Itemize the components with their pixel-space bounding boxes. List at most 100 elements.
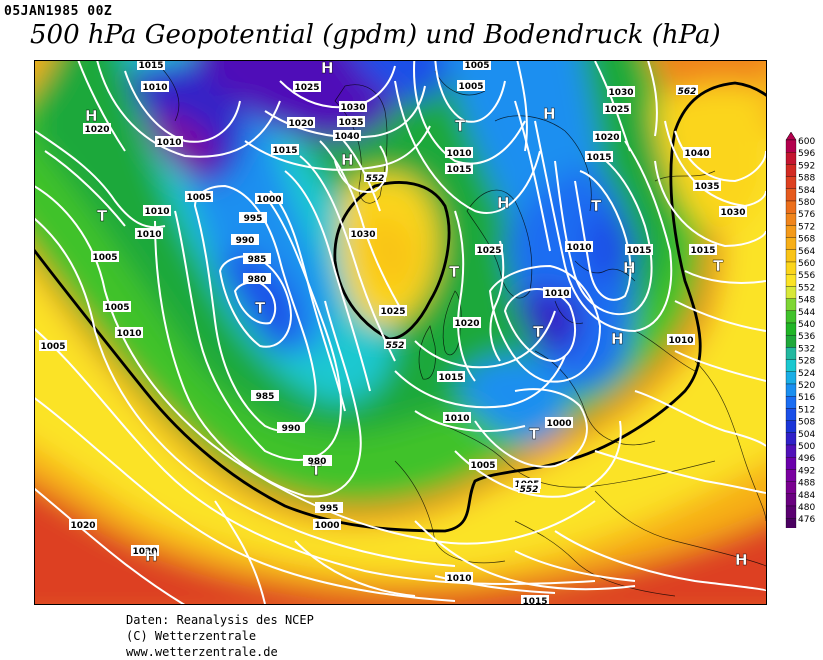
isobar-label: 1005 xyxy=(91,251,119,263)
isobar-label: 1015 xyxy=(137,61,165,71)
legend-tick-label: 512 xyxy=(798,405,815,415)
map-date: 05JAN1985 00Z xyxy=(4,4,113,19)
legend-swatch xyxy=(785,286,797,299)
svg-text:1015: 1015 xyxy=(438,373,463,383)
legend-tick-label: 548 xyxy=(798,296,815,306)
legend-swatch xyxy=(785,310,797,324)
legend-tick-label: 496 xyxy=(798,454,815,464)
isobar-label: 1015 xyxy=(271,144,299,156)
svg-text:1010: 1010 xyxy=(444,414,469,424)
legend-swatch xyxy=(785,188,797,202)
svg-text:1020: 1020 xyxy=(132,547,157,557)
pressure-center-high: H xyxy=(497,194,510,212)
svg-text:1005: 1005 xyxy=(458,82,483,92)
svg-text:1000: 1000 xyxy=(546,419,571,429)
isobar-label: 995 xyxy=(315,502,343,514)
isobar-label: 990 xyxy=(231,234,259,246)
geopotential-field xyxy=(35,61,766,604)
isobar-label: 1030 xyxy=(349,228,377,240)
isobar-label: 1015 xyxy=(437,371,465,383)
svg-text:1010: 1010 xyxy=(446,574,471,584)
isobar-label: 1020 xyxy=(593,131,621,143)
svg-text:1025: 1025 xyxy=(380,307,405,317)
svg-text:1030: 1030 xyxy=(340,103,365,113)
legend-swatch xyxy=(785,420,797,433)
svg-text:1015: 1015 xyxy=(586,153,611,163)
legend-tick-label: 568 xyxy=(798,235,815,245)
color-legend: 600 596 592 588 584 580 576 572 568 564 560 556 552 5… xyxy=(784,131,822,539)
credits: Daten: Reanalysis des NCEP (C) Wetterzen… xyxy=(126,612,314,660)
svg-text:995: 995 xyxy=(320,504,339,514)
legend-swatch xyxy=(785,444,797,458)
pressure-center-high: H xyxy=(145,547,158,565)
pressure-center-low: T xyxy=(529,425,540,443)
svg-text:1030: 1030 xyxy=(350,230,375,240)
isobar-label: 1025 xyxy=(475,244,503,256)
coastlines xyxy=(154,61,766,597)
svg-text:1015: 1015 xyxy=(446,165,471,175)
svg-text:1035: 1035 xyxy=(694,182,719,192)
pressure-center-high: H xyxy=(735,551,748,569)
isobar-label: 1005 xyxy=(463,61,491,71)
legend-swatch xyxy=(785,164,797,177)
legend-swatch xyxy=(785,371,797,385)
isobar-label: 1035 xyxy=(693,180,721,192)
svg-text:985: 985 xyxy=(256,392,275,402)
legend-swatch xyxy=(785,396,797,409)
isobar-label: 1010 xyxy=(135,228,163,240)
legend-swatch xyxy=(785,249,797,263)
legend-swatch xyxy=(785,298,797,311)
isobar-label: 1025 xyxy=(603,103,631,115)
svg-text:1005: 1005 xyxy=(470,461,495,471)
svg-text:1035: 1035 xyxy=(338,118,363,128)
isobar-label: 1020 xyxy=(453,317,481,329)
credits-website[interactable]: www.wetterzentrale.de xyxy=(126,645,278,659)
legend-swatch xyxy=(785,432,797,446)
legend-tick-label: 556 xyxy=(798,271,815,281)
weather-map: 1015 1010 1025 1030 1035 1040 1005 1020 … xyxy=(34,60,767,605)
pressure-centers: H H T H T T H T H T T T H T H H H T xyxy=(85,61,748,569)
isobar-labels: 1015 1010 1025 1030 1035 1040 1005 1020 … xyxy=(39,61,747,604)
svg-text:552: 552 xyxy=(366,174,385,184)
legend-tick-label: 576 xyxy=(798,210,815,220)
svg-text:552: 552 xyxy=(520,485,539,495)
legend-tick-label: 516 xyxy=(798,393,815,403)
legend-tick-label: 584 xyxy=(798,186,815,196)
pressure-center-low: T xyxy=(533,323,544,341)
legend-tick-label: 544 xyxy=(798,308,815,318)
svg-text:990: 990 xyxy=(236,236,255,246)
legend-tick-label: 528 xyxy=(798,357,815,367)
isobars xyxy=(35,61,766,604)
legend-tick-label: 552 xyxy=(798,283,815,293)
legend-swatch xyxy=(785,457,797,470)
isobar-label: 1005 xyxy=(39,340,67,352)
isobar-label: 1040 xyxy=(333,130,361,142)
svg-text:1020: 1020 xyxy=(454,319,479,329)
isobar-label: 1030 xyxy=(607,86,635,98)
svg-text:1010: 1010 xyxy=(668,336,693,346)
pressure-center-low: T xyxy=(97,207,108,225)
legend-swatch xyxy=(785,469,797,482)
svg-text:1010: 1010 xyxy=(116,329,141,339)
pressure-center-high: H xyxy=(321,61,334,77)
legend-swatch xyxy=(785,261,797,275)
isobar-label: 980 xyxy=(303,455,331,467)
isobar-label: 1010 xyxy=(141,81,169,93)
isobar-label: 985 xyxy=(243,253,271,265)
isobar-label: 1020 xyxy=(83,123,111,135)
svg-text:1010: 1010 xyxy=(544,289,569,299)
legend-swatch xyxy=(785,152,797,165)
pressure-center-high: H xyxy=(543,105,556,123)
map-title: 500 hPa Geopotential (gpdm) und Bodendru… xyxy=(30,20,721,50)
svg-text:1000: 1000 xyxy=(314,521,339,531)
pressure-center-high: H xyxy=(341,151,354,169)
isobar-label: 995 xyxy=(239,212,267,224)
isobar-label: 1010 xyxy=(445,572,473,584)
isobar-label: 985 xyxy=(251,390,279,402)
isobar-label: 1030 xyxy=(719,206,747,218)
legend-swatch xyxy=(785,359,797,372)
legend-swatch xyxy=(785,213,797,226)
contour-labels: 552 552 562 552 xyxy=(364,85,698,495)
svg-text:995: 995 xyxy=(244,214,263,224)
isobar-label: 1025 xyxy=(293,81,321,93)
